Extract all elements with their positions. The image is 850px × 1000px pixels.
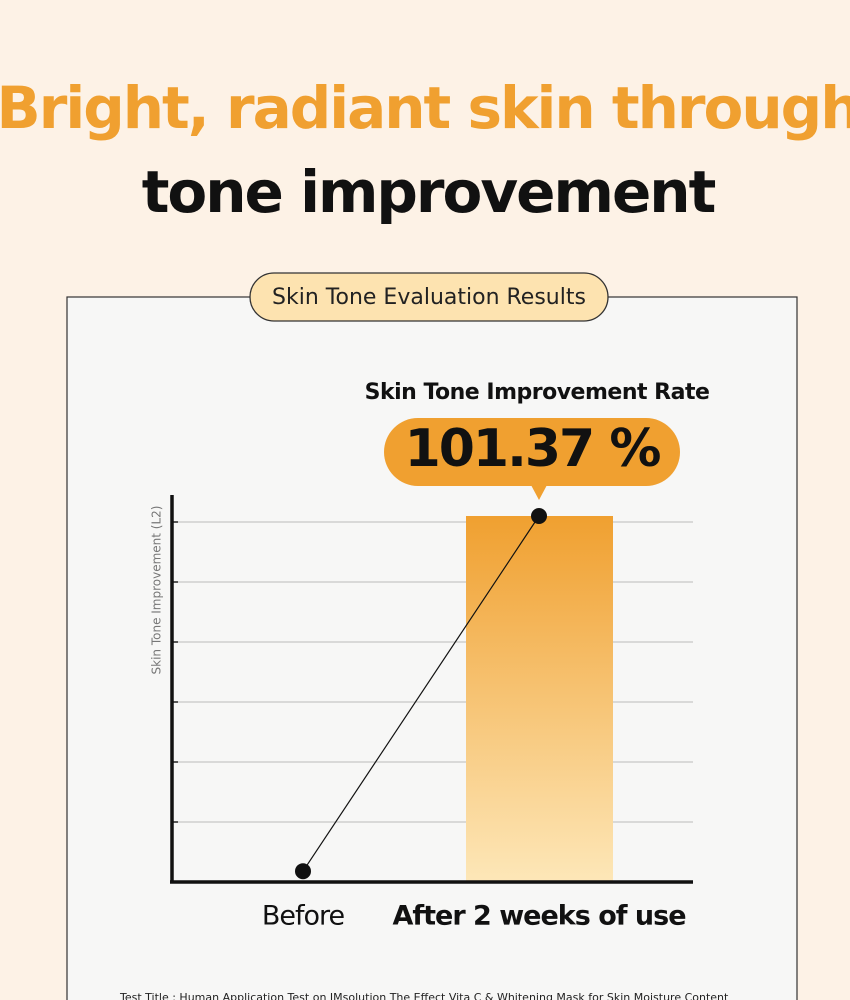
callout-pill <box>384 418 680 486</box>
rate-value: 101.37 % <box>405 419 661 479</box>
rate-title: Skin Tone Improvement Rate <box>365 380 710 405</box>
trend-line <box>302 515 540 872</box>
badge-text: Skin Tone Evaluation Results <box>272 285 586 310</box>
plot: Before After 2 weeks of use <box>170 495 693 932</box>
point <box>295 863 311 880</box>
point <box>531 508 547 524</box>
x-tick-label: Before <box>262 901 345 932</box>
y-axis-label: Skin Tone Improvement (L2) <box>150 506 164 675</box>
rate-callout: 101.37 % <box>384 418 680 500</box>
x-tick-label: After 2 weeks of use <box>392 901 685 932</box>
footnote: Test Title : Human Application Test on I… <box>119 991 729 1000</box>
badge <box>249 272 609 322</box>
callout-pointer <box>531 485 547 500</box>
headline-line2: tone improvement <box>142 158 716 226</box>
bar <box>466 516 613 882</box>
headline-line1: Bright, radiant skin through <box>0 74 850 142</box>
